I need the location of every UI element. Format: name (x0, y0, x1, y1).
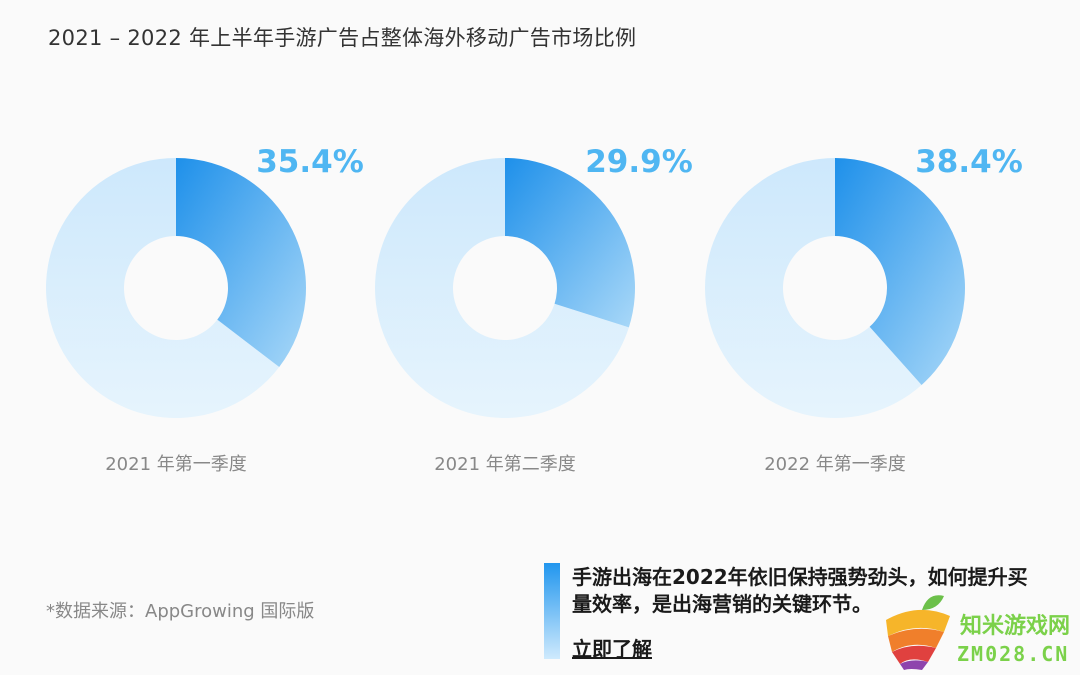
watermark-logo (886, 595, 950, 670)
category-label: 2021 年第一季度 (105, 454, 247, 475)
category-label: 2021 年第二季度 (434, 454, 576, 475)
data-label: 35.4% (256, 144, 364, 180)
donut-value-slice (505, 158, 635, 328)
watermark-domain: ZM028.CN (957, 642, 1070, 666)
category-label: 2022 年第一季度 (764, 454, 906, 475)
donut-remainder-slice (45, 158, 280, 418)
cta-text: 手游出海在2022年依旧保持强势劲头，如何提升买量效率，是出海营销的关键环节。 (572, 565, 1028, 616)
donut-value-slice (835, 158, 966, 385)
cta-accent-bar (544, 563, 560, 659)
data-label: 29.9% (585, 144, 693, 180)
watermark-name: 知米游戏网 (960, 614, 1071, 639)
learn-more-link[interactable]: 立即了解 (572, 637, 652, 661)
donut-value-slice (176, 158, 306, 368)
chart-title: 2021 – 2022 年上半年手游广告占整体海外移动广告市场比例 (48, 26, 637, 50)
data-label: 38.4% (915, 144, 1023, 180)
donut-remainder-slice (705, 158, 922, 418)
data-source: *数据来源：AppGrowing 国际版 (46, 601, 315, 622)
donut-remainder-slice (375, 158, 629, 419)
